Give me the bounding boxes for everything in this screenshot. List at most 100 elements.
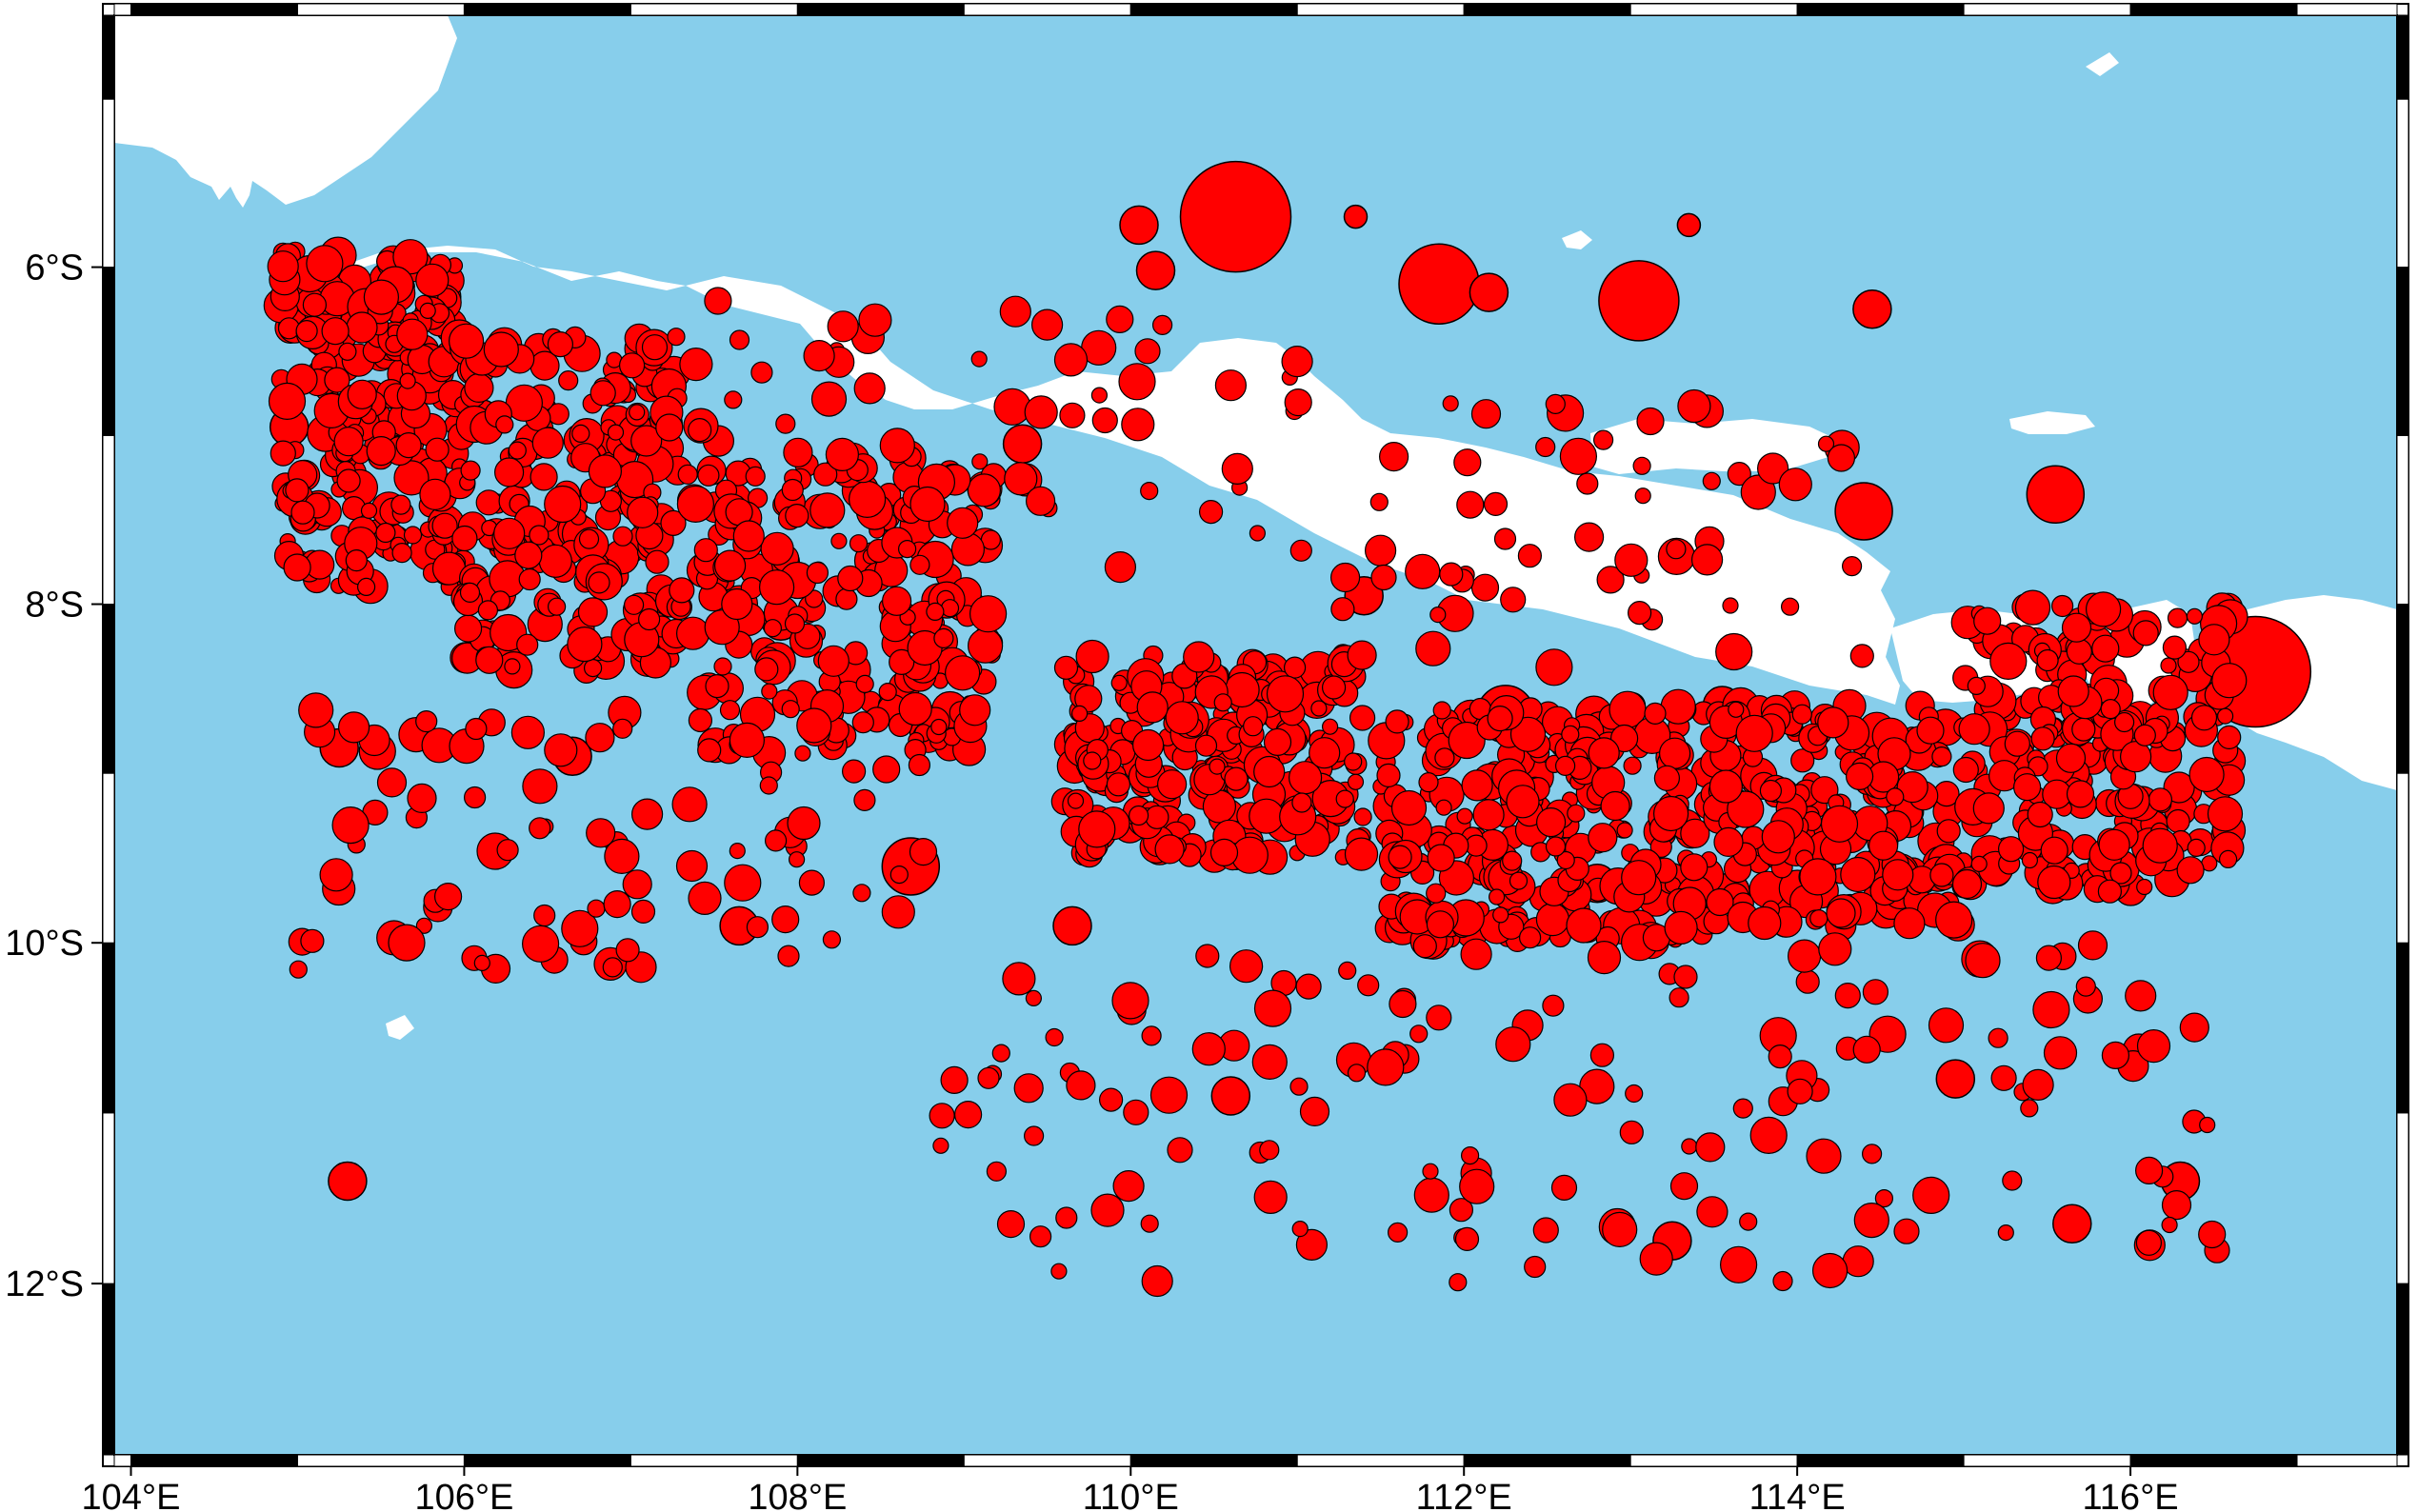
earthquake-marker bbox=[1501, 587, 1526, 612]
earthquake-marker bbox=[2143, 828, 2177, 863]
earthquake-marker bbox=[1682, 1139, 1697, 1154]
longitude-tick-label: 114°E bbox=[1749, 1478, 1846, 1512]
earthquake-marker bbox=[1654, 797, 1689, 831]
earthquake-marker bbox=[461, 461, 480, 480]
earthquake-marker bbox=[1371, 566, 1396, 590]
earthquake-marker bbox=[883, 587, 911, 615]
earthquake-marker bbox=[1254, 1181, 1287, 1213]
earthquake-marker bbox=[609, 425, 624, 440]
earthquake-marker bbox=[545, 487, 581, 523]
earthquake-marker bbox=[1392, 791, 1427, 826]
earthquake-marker bbox=[1750, 1117, 1787, 1153]
earthquake-marker bbox=[484, 332, 518, 367]
earthquake-marker bbox=[476, 490, 501, 515]
earthquake-marker bbox=[1427, 911, 1453, 938]
latitude-tick-label: 10°S bbox=[5, 924, 84, 964]
earthquake-marker bbox=[1854, 1204, 1888, 1238]
earthquake-marker bbox=[1386, 710, 1409, 733]
earthquake-marker bbox=[882, 896, 914, 928]
earthquake-marker bbox=[2162, 1218, 2177, 1233]
earthquake-marker bbox=[1552, 1175, 1577, 1200]
earthquake-marker bbox=[899, 541, 916, 558]
earthquake-marker bbox=[2041, 837, 2068, 864]
earthquake-marker bbox=[668, 328, 685, 346]
earthquake-marker bbox=[849, 481, 886, 517]
earthquake-marker bbox=[1469, 273, 1508, 311]
earthquake-marker bbox=[1654, 766, 1679, 790]
earthquake-marker bbox=[823, 931, 840, 948]
earthquake-marker bbox=[972, 454, 988, 469]
earthquake-marker bbox=[465, 787, 486, 808]
longitude-tick-label: 112°E bbox=[1416, 1478, 1512, 1512]
earthquake-marker bbox=[677, 617, 709, 649]
frame-bar bbox=[103, 943, 114, 1113]
earthquake-marker bbox=[1462, 1147, 1479, 1164]
frame-bar bbox=[2297, 1455, 2397, 1466]
earthquake-marker bbox=[1998, 1225, 2013, 1241]
earthquake-marker bbox=[1518, 545, 1541, 567]
earthquake-marker bbox=[337, 469, 360, 492]
earthquake-marker bbox=[1427, 884, 1446, 903]
earthquake-marker bbox=[1953, 758, 1978, 783]
earthquake-marker bbox=[2053, 1204, 2091, 1243]
earthquake-marker bbox=[1813, 1254, 1848, 1288]
earthquake-marker bbox=[1792, 705, 1811, 724]
earthquake-marker bbox=[1822, 806, 1858, 842]
earthquake-marker bbox=[1460, 1169, 1494, 1204]
frame-bar bbox=[103, 99, 114, 267]
earthquake-marker bbox=[2005, 731, 2029, 756]
earthquake-marker bbox=[1496, 1027, 1530, 1062]
earthquake-marker bbox=[391, 495, 410, 514]
earthquake-marker bbox=[853, 885, 870, 902]
earthquake-marker bbox=[828, 311, 858, 342]
earthquake-marker bbox=[1196, 735, 1217, 756]
earthquake-marker bbox=[2136, 1157, 2163, 1184]
frame-bar bbox=[2130, 1455, 2297, 1466]
earthquake-marker bbox=[1430, 607, 1446, 623]
earthquake-marker bbox=[2031, 727, 2054, 750]
earthquake-marker bbox=[339, 343, 356, 360]
earthquake-marker bbox=[523, 925, 559, 962]
earthquake-marker bbox=[1056, 1207, 1077, 1228]
earthquake-marker bbox=[730, 330, 749, 349]
earthquake-marker bbox=[1991, 1065, 2016, 1090]
earthquake-marker bbox=[332, 807, 369, 844]
earthquake-marker bbox=[1000, 296, 1030, 327]
earthquake-marker bbox=[1454, 449, 1481, 476]
earthquake-marker bbox=[1413, 935, 1436, 958]
earthquake-marker bbox=[1485, 492, 1508, 515]
earthquake-marker bbox=[2037, 650, 2058, 671]
frame-bar bbox=[1797, 1455, 1964, 1466]
earthquake-marker bbox=[2161, 658, 2176, 673]
earthquake-marker bbox=[826, 438, 858, 470]
earthquake-marker bbox=[559, 371, 578, 390]
earthquake-marker bbox=[1847, 763, 1873, 789]
earthquake-marker bbox=[408, 784, 436, 812]
earthquake-marker bbox=[476, 647, 503, 673]
earthquake-marker bbox=[818, 646, 849, 676]
earthquake-marker bbox=[628, 497, 658, 527]
frame-bar bbox=[630, 4, 797, 15]
earthquake-marker bbox=[1800, 859, 1836, 895]
earthquake-marker bbox=[1158, 770, 1187, 799]
longitude-tick-label: 108°E bbox=[748, 1478, 847, 1512]
earthquake-marker bbox=[303, 293, 326, 316]
earthquake-marker bbox=[1346, 838, 1378, 870]
frame-bar bbox=[2130, 4, 2297, 15]
earthquake-marker bbox=[2218, 708, 2233, 724]
earthquake-marker bbox=[1124, 1100, 1149, 1124]
longitude-tick-label: 116°E bbox=[2082, 1478, 2178, 1512]
earthquake-marker bbox=[1556, 756, 1575, 775]
earthquake-marker bbox=[1380, 443, 1409, 471]
earthquake-marker bbox=[799, 870, 824, 895]
earthquake-marker bbox=[1988, 1028, 2008, 1047]
earthquake-marker bbox=[859, 304, 891, 336]
earthquake-marker bbox=[2033, 992, 2069, 1028]
earthquake-marker bbox=[725, 865, 761, 901]
earthquake-marker bbox=[1493, 907, 1509, 923]
earthquake-marker bbox=[2138, 1030, 2170, 1063]
earthquake-marker bbox=[1084, 752, 1101, 769]
earthquake-marker bbox=[519, 569, 540, 590]
earthquake-marker bbox=[795, 746, 810, 761]
earthquake-marker bbox=[1252, 1044, 1287, 1079]
